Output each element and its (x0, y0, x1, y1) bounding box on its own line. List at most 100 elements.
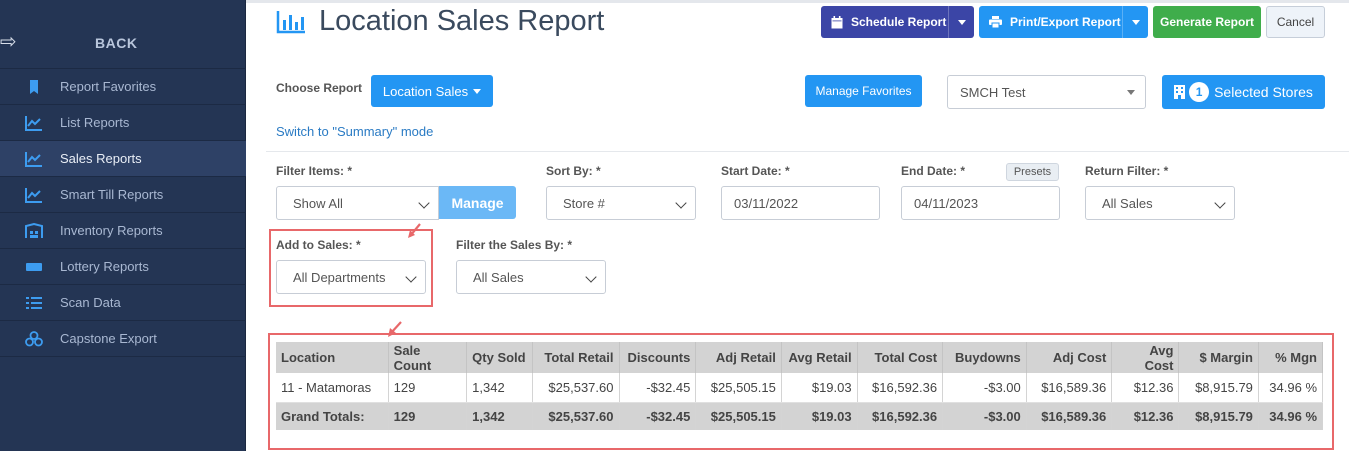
table-cell: $19.03 (781, 373, 858, 403)
table-cell: 34.96 % (1258, 402, 1324, 430)
results-table: Location Sale Count Qty Sold Total Retai… (276, 342, 1324, 430)
table-cell: -$32.45 (619, 373, 697, 403)
column-header[interactable]: Total Retail (532, 342, 620, 373)
column-header[interactable]: Avg Cost (1111, 342, 1180, 373)
switch-summary-mode-link[interactable]: Switch to "Summary" mode (276, 124, 434, 139)
caret-down-icon (1127, 90, 1135, 95)
start-date-input[interactable]: 03/11/2022 (721, 186, 880, 220)
filter-items-label: Filter Items: * (276, 164, 353, 178)
add-to-sales-select[interactable]: All Departments (276, 260, 426, 294)
table-cell: $25,505.15 (695, 402, 782, 430)
presets-button[interactable]: Presets (1006, 163, 1059, 181)
sidebar-item-label: List Reports (60, 115, 130, 130)
add-to-sales-label: Add to Sales: * (276, 238, 361, 252)
return-filter-label: Return Filter: * (1085, 164, 1169, 178)
list-icon (26, 297, 42, 309)
building-icon (1174, 85, 1186, 99)
cubes-icon (25, 331, 43, 347)
filter-sales-by-select[interactable]: All Sales (456, 260, 606, 294)
cancel-button[interactable]: Cancel (1266, 6, 1325, 38)
calendar-icon (831, 15, 843, 28)
column-header[interactable]: Avg Retail (781, 342, 858, 373)
table-cell: $8,915.79 (1178, 402, 1259, 430)
table-cell: Grand Totals: (276, 402, 389, 430)
main-content: Location Sales Report Schedule Report Pr… (246, 0, 1349, 451)
sidebar-item-lottery-reports[interactable]: Lottery Reports (0, 249, 246, 285)
sidebar-item-smart-till-reports[interactable]: Smart Till Reports (0, 177, 246, 213)
schedule-dropdown-toggle[interactable] (948, 6, 974, 38)
print-dropdown-toggle[interactable] (1122, 6, 1148, 38)
sidebar-item-sales-reports[interactable]: Sales Reports (0, 141, 246, 177)
column-header[interactable]: % Mgn (1258, 342, 1324, 373)
store-group-select[interactable]: SMCH Test (947, 75, 1146, 109)
table-cell: $25,537.60 (532, 373, 620, 403)
highlight-box-add-to-sales (269, 229, 433, 307)
chevron-down-icon (585, 271, 597, 283)
table-cell: $16,592.36 (857, 373, 944, 403)
sidebar-item-report-favorites[interactable]: Report Favorites (0, 69, 246, 105)
highlight-box-results-table (268, 333, 1334, 450)
sort-by-label: Sort By: * (546, 164, 601, 178)
schedule-report-button[interactable]: Schedule Report (821, 6, 974, 38)
back-arrow-icon: ⇨ (0, 31, 17, 53)
chevron-down-icon (418, 197, 430, 209)
table-cell: $16,592.36 (857, 402, 944, 430)
report-type-value: Location Sales (382, 83, 469, 99)
end-date-label: End Date: * (901, 164, 966, 178)
sort-by-value: Store # (563, 195, 605, 211)
sidebar-item-list-reports[interactable]: List Reports (0, 105, 246, 141)
column-header[interactable]: Location (276, 342, 389, 373)
table-cell: 129 (388, 402, 468, 430)
return-filter-select[interactable]: All Sales (1085, 186, 1235, 220)
filter-items-value: Show All (293, 195, 343, 211)
sidebar-item-capstone-export[interactable]: Capstone Export (0, 321, 246, 357)
column-header[interactable]: Total Cost (857, 342, 944, 373)
manage-button[interactable]: Manage (439, 186, 516, 219)
table-cell: $16,589.36 (1026, 402, 1113, 430)
print-export-button[interactable]: Print/Export Report (979, 6, 1148, 38)
sort-by-select[interactable]: Store # (546, 186, 696, 220)
choose-report-label: Choose Report (276, 81, 363, 95)
column-header[interactable]: Buydowns (942, 342, 1027, 373)
sidebar-item-scan-data[interactable]: Scan Data (0, 285, 246, 321)
end-date-input[interactable]: 04/11/2023 (901, 186, 1060, 220)
sidebar-item-label: Report Favorites (60, 79, 157, 94)
table-cell: -$3.00 (942, 373, 1027, 403)
start-date-label: Start Date: * (721, 164, 790, 178)
column-header[interactable]: Adj Retail (695, 342, 782, 373)
back-label: BACK (95, 35, 138, 51)
filter-items-select[interactable]: Show All (276, 186, 439, 220)
table-cell: $25,505.15 (695, 373, 782, 403)
sidebar-item-label: Smart Till Reports (60, 187, 164, 202)
sidebar-item-label: Capstone Export (60, 331, 157, 346)
column-header[interactable]: Adj Cost (1026, 342, 1113, 373)
sidebar-item-label: Sales Reports (60, 151, 142, 166)
caret-down-icon (1131, 19, 1140, 25)
back-button[interactable]: ⇨ BACK (0, 0, 246, 69)
page-title: Location Sales Report (319, 5, 605, 37)
generate-report-button[interactable]: Generate Report (1153, 6, 1261, 38)
return-filter-value: All Sales (1102, 195, 1153, 211)
sidebar-item-inventory-reports[interactable]: Inventory Reports (0, 213, 246, 249)
report-type-dropdown[interactable]: Location Sales (371, 75, 493, 107)
line-chart-icon (25, 152, 42, 167)
print-icon (989, 16, 1002, 28)
column-header[interactable]: Sale Count (388, 342, 468, 373)
bar-chart-icon (276, 11, 305, 34)
schedule-report-label: Schedule Report (851, 15, 947, 29)
column-header[interactable]: Qty Sold (466, 342, 534, 373)
column-header[interactable]: $ Margin (1178, 342, 1259, 373)
manage-favorites-button[interactable]: Manage Favorites (805, 75, 922, 107)
table-cell: $8,915.79 (1178, 373, 1259, 403)
table-cell: $19.03 (781, 402, 858, 430)
line-chart-icon (25, 188, 42, 203)
add-to-sales-value: All Departments (293, 269, 386, 285)
selected-stores-button[interactable]: 1 Selected Stores (1162, 75, 1325, 109)
sidebar-item-label: Lottery Reports (60, 259, 149, 274)
filter-sales-by-label: Filter the Sales By: * (456, 238, 573, 252)
table-cell: $12.36 (1111, 402, 1180, 430)
bookmark-icon (30, 80, 38, 94)
grand-totals-row: Grand Totals: 129 1,342 $25,537.60 -$32.… (276, 402, 1324, 430)
sidebar-item-label: Inventory Reports (60, 223, 163, 238)
column-header[interactable]: Discounts (619, 342, 697, 373)
